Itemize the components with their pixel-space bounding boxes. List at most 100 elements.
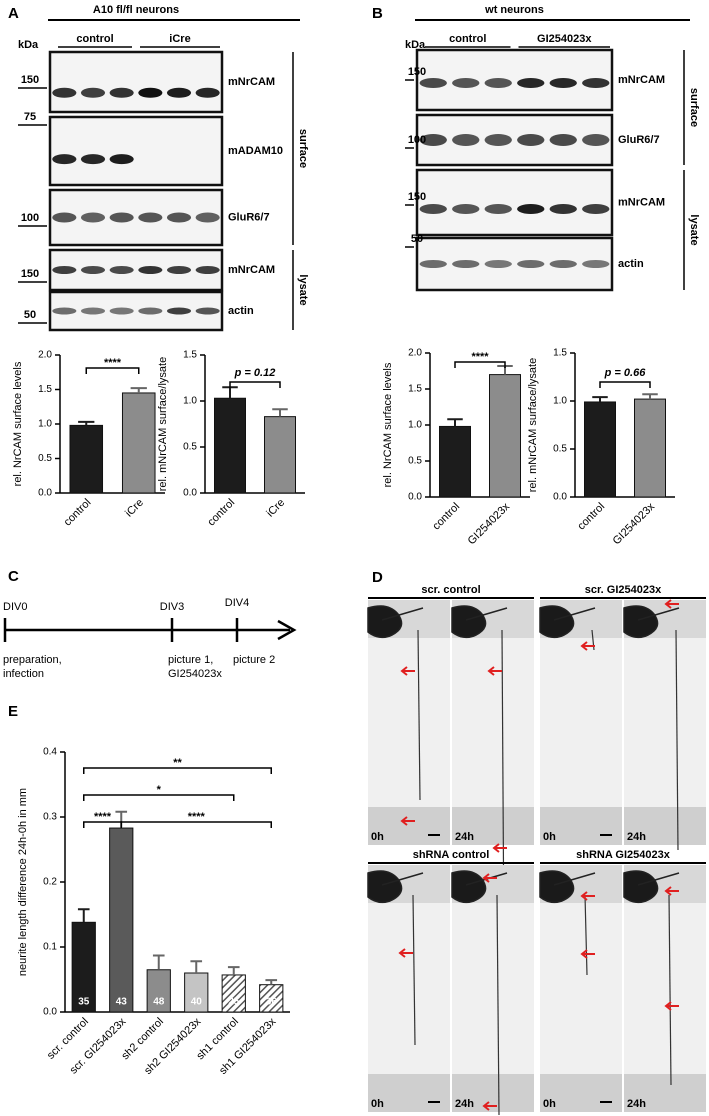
channel-bottom: [368, 1074, 450, 1112]
kda-marker: 150: [21, 74, 39, 86]
kda-marker: 150: [408, 66, 426, 78]
blot-label: mADAM10: [228, 145, 283, 157]
bar: [439, 425, 471, 498]
band: [484, 134, 512, 146]
bar: [69, 424, 104, 494]
band: [109, 154, 134, 165]
bar-count: 48: [153, 997, 165, 1008]
event-label: infection: [3, 668, 44, 680]
stage-label: DIV3: [160, 601, 184, 613]
significance-label: **: [173, 757, 182, 769]
band: [80, 212, 106, 223]
band: [138, 87, 163, 98]
y-tick-label: 0.4: [43, 747, 57, 758]
blot-label: mNrCAM: [618, 74, 665, 86]
time-label: 24h: [627, 831, 646, 843]
neurite: [668, 894, 672, 1086]
band: [419, 260, 447, 268]
band: [549, 78, 577, 88]
error-bar: [222, 386, 238, 399]
significance-label: ****: [94, 811, 112, 823]
time-label: 0h: [371, 1098, 384, 1110]
group-label: control: [76, 33, 113, 45]
band: [195, 87, 220, 98]
bar: [109, 827, 134, 1013]
cell-body: [623, 870, 680, 904]
y-axis-label: rel. NrCAM surface levels: [12, 361, 24, 486]
error-bar: [592, 396, 608, 402]
micrograph: [368, 600, 450, 845]
y-tick-label: 0.1: [43, 942, 57, 953]
band: [166, 266, 192, 274]
band: [419, 134, 447, 146]
event-label: picture 2: [233, 654, 275, 666]
band: [195, 266, 220, 274]
stage-label: DIV4: [225, 597, 249, 609]
time-label: 24h: [627, 1098, 646, 1110]
bar-count: 40: [191, 997, 203, 1008]
x-tick-label: GI254023x: [466, 500, 513, 547]
significance-label: ****: [471, 351, 489, 363]
arrow: [398, 948, 413, 958]
arrow: [580, 949, 595, 959]
kda-marker: 100: [408, 134, 426, 146]
section-label: surface: [688, 88, 700, 127]
y-tick-label: 0.5: [183, 442, 197, 453]
timeline-arrow: [277, 619, 297, 641]
blot-label: mNrCAM: [618, 196, 665, 208]
channel-bottom: [624, 1074, 706, 1112]
band: [452, 78, 480, 88]
y-axis-label: rel. NrCAM surface levels: [382, 362, 394, 487]
x-tick-label: iCre: [264, 497, 287, 520]
band: [582, 260, 610, 268]
bar: [489, 374, 521, 498]
section-label: surface: [297, 129, 309, 168]
bar-count: 25: [228, 997, 240, 1008]
band: [109, 212, 134, 223]
x-tick-label: control: [575, 501, 607, 533]
neurite: [675, 629, 679, 851]
condition-label: shRNA GI254023x: [576, 849, 671, 861]
cell-body: [367, 605, 424, 639]
panel-label: C: [8, 568, 19, 585]
significance-label: ****: [104, 357, 122, 369]
time-label: 24h: [455, 1098, 474, 1110]
arrow: [580, 641, 595, 651]
y-axis-label: rel. mNrCAM surface/lysate: [157, 357, 169, 491]
significance-bracket: [599, 381, 651, 388]
band: [80, 87, 106, 98]
bar: [634, 398, 666, 498]
arrow: [400, 816, 415, 826]
error-bar: [152, 954, 165, 970]
y-tick-label: 0.0: [43, 1007, 57, 1018]
error-bar: [642, 393, 658, 400]
blot-label: mNrCAM: [228, 264, 275, 276]
significance-bracket: [85, 367, 140, 374]
blot-box: [415, 113, 614, 167]
error-bar: [265, 979, 278, 985]
y-tick-label: 2.0: [38, 350, 52, 361]
band: [166, 212, 192, 223]
bar: [214, 397, 246, 494]
y-tick-label: 0.2: [43, 877, 57, 888]
band: [484, 204, 512, 214]
channel-bottom: [540, 807, 622, 845]
kda-marker: 100: [21, 212, 39, 224]
band: [166, 87, 192, 98]
y-tick-label: 0.5: [408, 456, 422, 467]
y-tick-label: 1.0: [38, 419, 52, 430]
arrow: [664, 1001, 679, 1011]
significance-label: ****: [188, 811, 206, 823]
bar: [584, 401, 616, 498]
micrograph: [452, 865, 534, 1112]
panel-label: E: [8, 703, 18, 720]
band: [138, 212, 163, 223]
band: [517, 78, 545, 88]
bar-count: 43: [116, 997, 128, 1008]
error-bar: [447, 418, 463, 427]
band: [549, 134, 577, 146]
event-label: preparation,: [3, 654, 62, 666]
error-bar: [227, 966, 240, 975]
bar: [121, 392, 156, 494]
significance-label: p = 0.66: [604, 367, 647, 379]
